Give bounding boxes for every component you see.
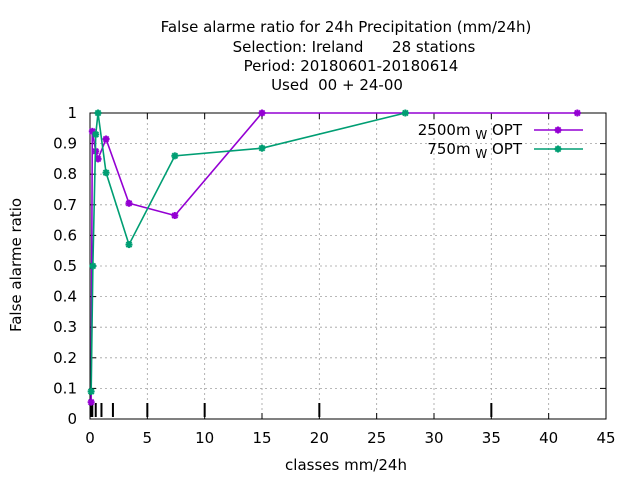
legend-suffix-1: OPT: [487, 140, 523, 158]
legend-name-1: 750m: [427, 140, 475, 158]
title-line-2: Selection: Ireland 28 stations: [233, 38, 476, 56]
series-0-point-0: [87, 398, 95, 406]
title-line-4: Used 00 + 24-00: [271, 76, 403, 94]
series-1: [87, 109, 409, 395]
x-tick-label-6: 30: [424, 429, 443, 447]
legend-sub-1: W: [475, 147, 487, 161]
class-markers: [90, 403, 493, 417]
legend-marker-1: [554, 145, 562, 153]
y-tick-label-2: 0.2: [53, 349, 77, 367]
x-tick-label-9: 45: [596, 429, 615, 447]
y-tick-label-5: 0.5: [53, 257, 77, 275]
y-tick-labels: 0 0.1 0.2 0.3 0.4 0.5 0.6 0.7 0.8 0.9 1: [53, 104, 77, 428]
y-tick-label-1: 0.1: [53, 379, 77, 397]
y-tick-label-3: 0.3: [53, 318, 77, 336]
y-tick-label-9: 0.9: [53, 135, 77, 153]
legend-suffix-0: OPT: [487, 121, 523, 139]
title-line-1: False alarme ratio for 24h Precipitation…: [161, 18, 532, 36]
series-1-point-6: [171, 152, 179, 160]
series-1-point-3: [94, 109, 102, 117]
series-1-point-5: [125, 241, 133, 249]
y-tick-label-0: 0: [67, 410, 77, 428]
series-0-point-4: [102, 135, 110, 143]
plot-frame: [89, 112, 607, 420]
series-line-1: [90, 112, 406, 392]
series-1-point-0: [87, 387, 95, 395]
y-tick-label-10: 1: [67, 104, 77, 122]
series-1-point-4: [102, 169, 110, 177]
series-1-point-1: [89, 262, 97, 270]
x-tick-label-4: 20: [310, 429, 329, 447]
legend-label-0: 2500m W OPT: [418, 121, 523, 142]
chart-title: False alarme ratio for 24h Precipitation…: [161, 18, 532, 94]
x-tick-label-8: 40: [539, 429, 558, 447]
grid: [90, 113, 606, 419]
series-0-point-6: [171, 212, 179, 220]
legend-sub-0: W: [475, 128, 487, 142]
legend-label-1: 750m W OPT: [427, 140, 523, 161]
x-tick-label-1: 5: [143, 429, 153, 447]
series-0-point-5: [125, 199, 133, 207]
y-tick-label-6: 0.6: [53, 226, 77, 244]
legend-name-0: 2500m: [418, 121, 476, 139]
series-0-point-3: [94, 155, 102, 163]
y-tick-label-7: 0.7: [53, 196, 77, 214]
x-tick-label-2: 10: [195, 429, 214, 447]
series-1-point-8: [401, 109, 409, 117]
y-tick-label-8: 0.8: [53, 165, 77, 183]
series-1-point-7: [258, 144, 266, 152]
y-tick-label-4: 0.4: [53, 288, 77, 306]
legend-marker-0: [554, 126, 562, 134]
series-0-point-8: [573, 109, 581, 117]
series-0-point-7: [258, 109, 266, 117]
x-tick-label-3: 15: [252, 429, 271, 447]
series-1-point-2: [92, 130, 100, 138]
x-tick-label-7: 35: [482, 429, 501, 447]
series-group: [87, 109, 581, 406]
x-tick-labels: 0 5 10 15 20 25 30 35 40 45: [85, 429, 615, 447]
x-tick-label-0: 0: [85, 429, 95, 447]
axes: [89, 112, 607, 420]
title-line-3: Period: 20180601-20180614: [244, 57, 459, 75]
y-axis-label: False alarme ratio: [7, 198, 25, 332]
x-tick-label-5: 25: [367, 429, 386, 447]
x-axis-label: classes mm/24h: [285, 456, 407, 474]
